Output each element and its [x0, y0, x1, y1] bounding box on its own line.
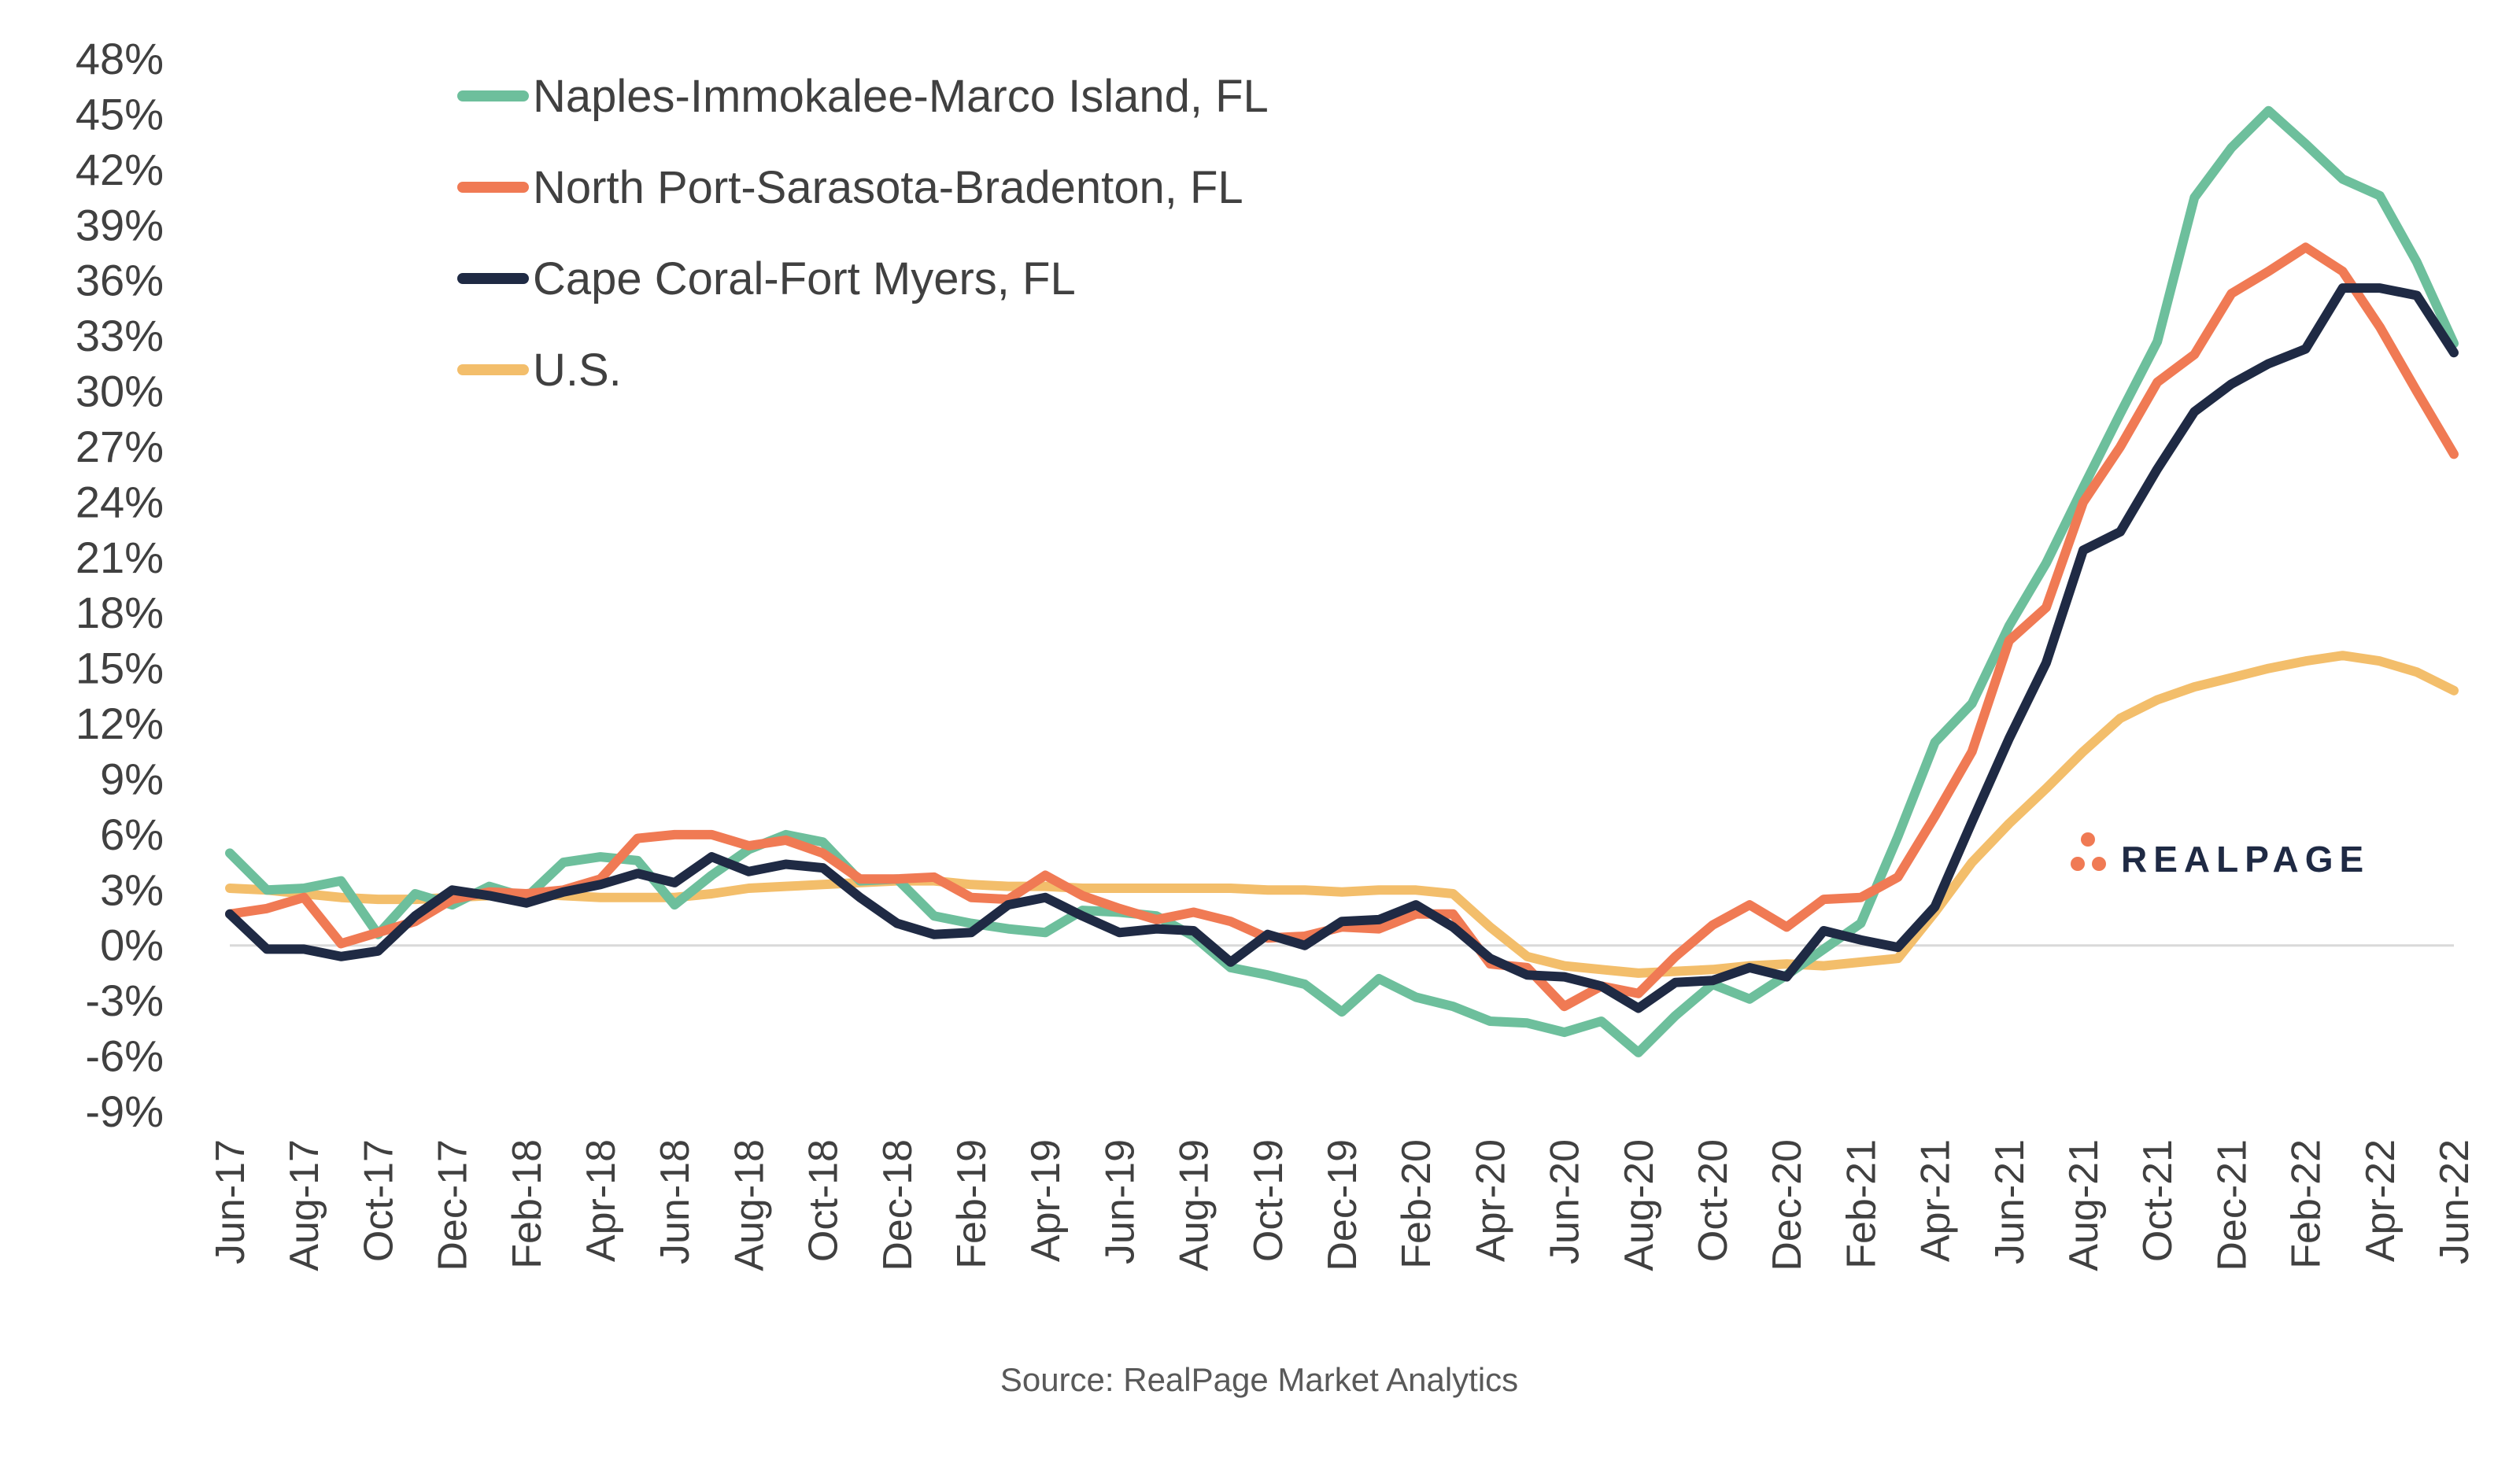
y-tick-label: 15%: [76, 644, 164, 693]
realpage-logo: REALPAGE: [2071, 832, 2370, 880]
x-tick-label: Dec-19: [1320, 1139, 1365, 1271]
x-tick-label: Feb-19: [949, 1139, 995, 1269]
x-tick-label: Apr-21: [1913, 1139, 1959, 1262]
y-tick-label: 30%: [76, 367, 164, 416]
x-tick-label: Aug-18: [726, 1139, 772, 1271]
y-tick-label: 21%: [76, 533, 164, 582]
y-tick-label: 36%: [76, 256, 164, 305]
y-tick-label: 42%: [76, 145, 164, 194]
legend-label: North Port-Sarasota-Bradenton, FL: [533, 162, 1243, 213]
y-tick-label: 33%: [76, 311, 164, 360]
y-tick-label: 12%: [76, 699, 164, 748]
x-tick-label: Feb-21: [1838, 1139, 1884, 1269]
logo-dot: [2092, 857, 2106, 871]
series-layer: [225, 105, 2459, 1057]
x-tick-label: Jun-19: [1097, 1139, 1143, 1264]
x-tick-label: Jun-22: [2432, 1139, 2478, 1264]
series-line-u-s: [225, 651, 2459, 978]
y-tick-label: -9%: [85, 1087, 164, 1136]
x-tick-label: Jun-18: [652, 1139, 698, 1264]
legend: Naples-Immokalee-Marco Island, FL North P…: [457, 71, 1269, 396]
y-tick-label: 27%: [76, 422, 164, 471]
x-tick-label: Oct-18: [801, 1139, 847, 1262]
y-tick-label: 3%: [100, 865, 164, 914]
x-tick-label: Aug-21: [2061, 1139, 2107, 1271]
x-tick-label: Oct-17: [356, 1139, 401, 1262]
legend-label: Cape Coral-Fort Myers, FL: [533, 253, 1076, 304]
x-tick-label: Apr-19: [1023, 1139, 1069, 1262]
x-tick-label: Oct-20: [1690, 1139, 1736, 1262]
x-tick-label: Apr-20: [1468, 1139, 1513, 1262]
y-tick-label: 45%: [76, 89, 164, 138]
x-tick-label: Jun-21: [1987, 1139, 2033, 1264]
legend-label: U.S.: [533, 345, 622, 396]
x-tick-label: Feb-20: [1394, 1139, 1439, 1269]
x-tick-label: Apr-22: [2358, 1139, 2404, 1262]
x-tick-label: Dec-17: [430, 1139, 476, 1271]
series-line-cape-coral-fort-myers-fl: [225, 283, 2459, 1013]
legend-label: Naples-Immokalee-Marco Island, FL: [533, 71, 1269, 122]
x-tick-label: Dec-20: [1764, 1139, 1810, 1271]
y-tick-label: 6%: [100, 810, 164, 859]
source-note: Source: RealPage Market Analytics: [1000, 1361, 1518, 1398]
series-line-naples-immokalee-marco-island-fl: [225, 105, 2459, 1057]
x-axis: Jun-17 Aug-17 Oct-17 Dec-17 Feb-18 Apr-18 Jun-…: [208, 1139, 2478, 1271]
logo-dot: [2081, 832, 2095, 847]
y-tick-label: 24%: [76, 477, 164, 526]
x-tick-label: Dec-21: [2209, 1139, 2255, 1271]
y-tick-label: -3%: [85, 976, 164, 1025]
x-tick-label: Oct-19: [1246, 1139, 1291, 1262]
x-tick-label: Oct-21: [2135, 1139, 2181, 1262]
x-tick-label: Dec-18: [875, 1139, 921, 1271]
y-tick-label: 0%: [100, 921, 164, 970]
logo-dot: [2071, 857, 2085, 871]
x-tick-label: Jun-20: [1543, 1139, 1588, 1264]
y-tick-label: 48%: [76, 34, 164, 83]
x-tick-label: Feb-22: [2284, 1139, 2330, 1269]
y-tick-label: 39%: [76, 200, 164, 249]
y-axis: -9% -6% -3% 0% 3% 6% 9% 12% 15% 18% 21% 24% 27% 30% 33…: [76, 34, 164, 1136]
y-tick-label: -6%: [85, 1031, 164, 1081]
logo-wordmark: REALPAGE: [2121, 839, 2370, 880]
x-tick-label: Apr-18: [578, 1139, 624, 1262]
y-tick-label: 18%: [76, 588, 164, 637]
y-tick-label: 9%: [100, 754, 164, 803]
x-tick-label: Aug-20: [1617, 1139, 1662, 1271]
x-tick-label: Aug-19: [1172, 1139, 1218, 1271]
x-tick-label: Feb-18: [504, 1139, 550, 1269]
x-tick-label: Aug-17: [282, 1139, 327, 1271]
x-tick-label: Jun-17: [208, 1139, 253, 1264]
